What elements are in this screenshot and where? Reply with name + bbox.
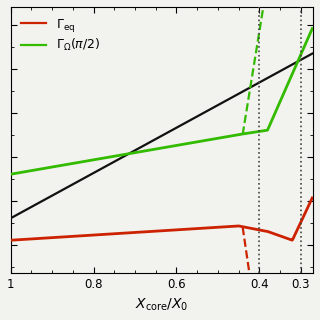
- Legend: $\Gamma_{\mathrm{eq}}$, $\Gamma_{\Omega}(\pi/2)$: $\Gamma_{\mathrm{eq}}$, $\Gamma_{\Omega}…: [17, 13, 103, 57]
- X-axis label: $X_{\mathrm{core}}/X_0$: $X_{\mathrm{core}}/X_0$: [135, 297, 188, 313]
